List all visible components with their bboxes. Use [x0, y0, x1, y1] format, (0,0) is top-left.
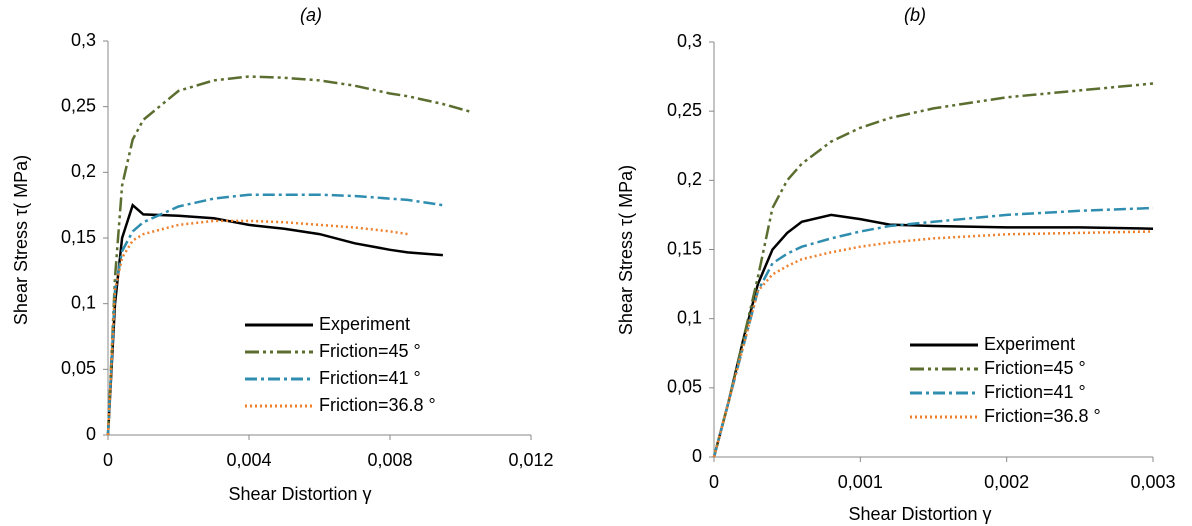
- line-series: [712, 82, 1154, 458]
- x-tick-label: 0,003: [1130, 472, 1175, 492]
- legend-label: Friction=36.8 °: [319, 395, 436, 415]
- y-tick-label: 0,1: [677, 307, 702, 327]
- line-series: [712, 230, 1154, 458]
- y-tick-label: 0,25: [667, 100, 702, 120]
- legend-label: Friction=41 °: [984, 382, 1086, 402]
- y-tick-label: 0,1: [71, 292, 96, 312]
- x-axis-label: Shear Distortion γ: [228, 484, 371, 504]
- x-tick-label: 0,002: [984, 472, 1029, 492]
- line-series: [106, 75, 472, 436]
- x-tick-label: 0: [709, 472, 719, 492]
- y-tick-label: 0,3: [677, 31, 702, 51]
- x-tick-label: 0,004: [226, 450, 271, 470]
- y-tick-label: 0,15: [61, 227, 96, 247]
- y-tick-label: 0: [86, 424, 96, 444]
- chart-title: (b): [904, 5, 926, 25]
- x-axis-label: Shear Distortion γ: [848, 504, 991, 524]
- y-tick-label: 0,05: [61, 358, 96, 378]
- y-tick-label: 0,25: [61, 95, 96, 115]
- y-tick-label: 0,05: [667, 377, 702, 397]
- line-series: [106, 203, 443, 436]
- y-axis-label: Shear Stress τ( MPa): [11, 155, 31, 325]
- x-tick-label: 0,008: [367, 450, 412, 470]
- y-tick-label: 0,2: [677, 169, 702, 189]
- x-tick-label: 0: [103, 450, 113, 470]
- legend-label: Friction=41 °: [319, 368, 421, 388]
- y-tick-label: 0,3: [71, 30, 96, 50]
- x-tick-label: 0,001: [838, 472, 883, 492]
- line-series: [106, 193, 444, 436]
- legend-label: Friction=45 °: [984, 358, 1086, 378]
- legend-label: Experiment: [984, 334, 1075, 354]
- y-tick-label: 0: [692, 446, 702, 466]
- line-series: [712, 206, 1154, 458]
- legend-label: Friction=36.8 °: [984, 406, 1101, 426]
- chart-title: (a): [300, 5, 322, 25]
- y-axis-label: Shear Stress τ( MPa): [616, 165, 636, 335]
- legend-label: Friction=45 °: [319, 341, 421, 361]
- y-tick-label: 0,2: [71, 161, 96, 181]
- legend-label: Experiment: [319, 314, 410, 334]
- x-tick-label: 0,012: [508, 450, 553, 470]
- y-tick-label: 0,15: [667, 238, 702, 258]
